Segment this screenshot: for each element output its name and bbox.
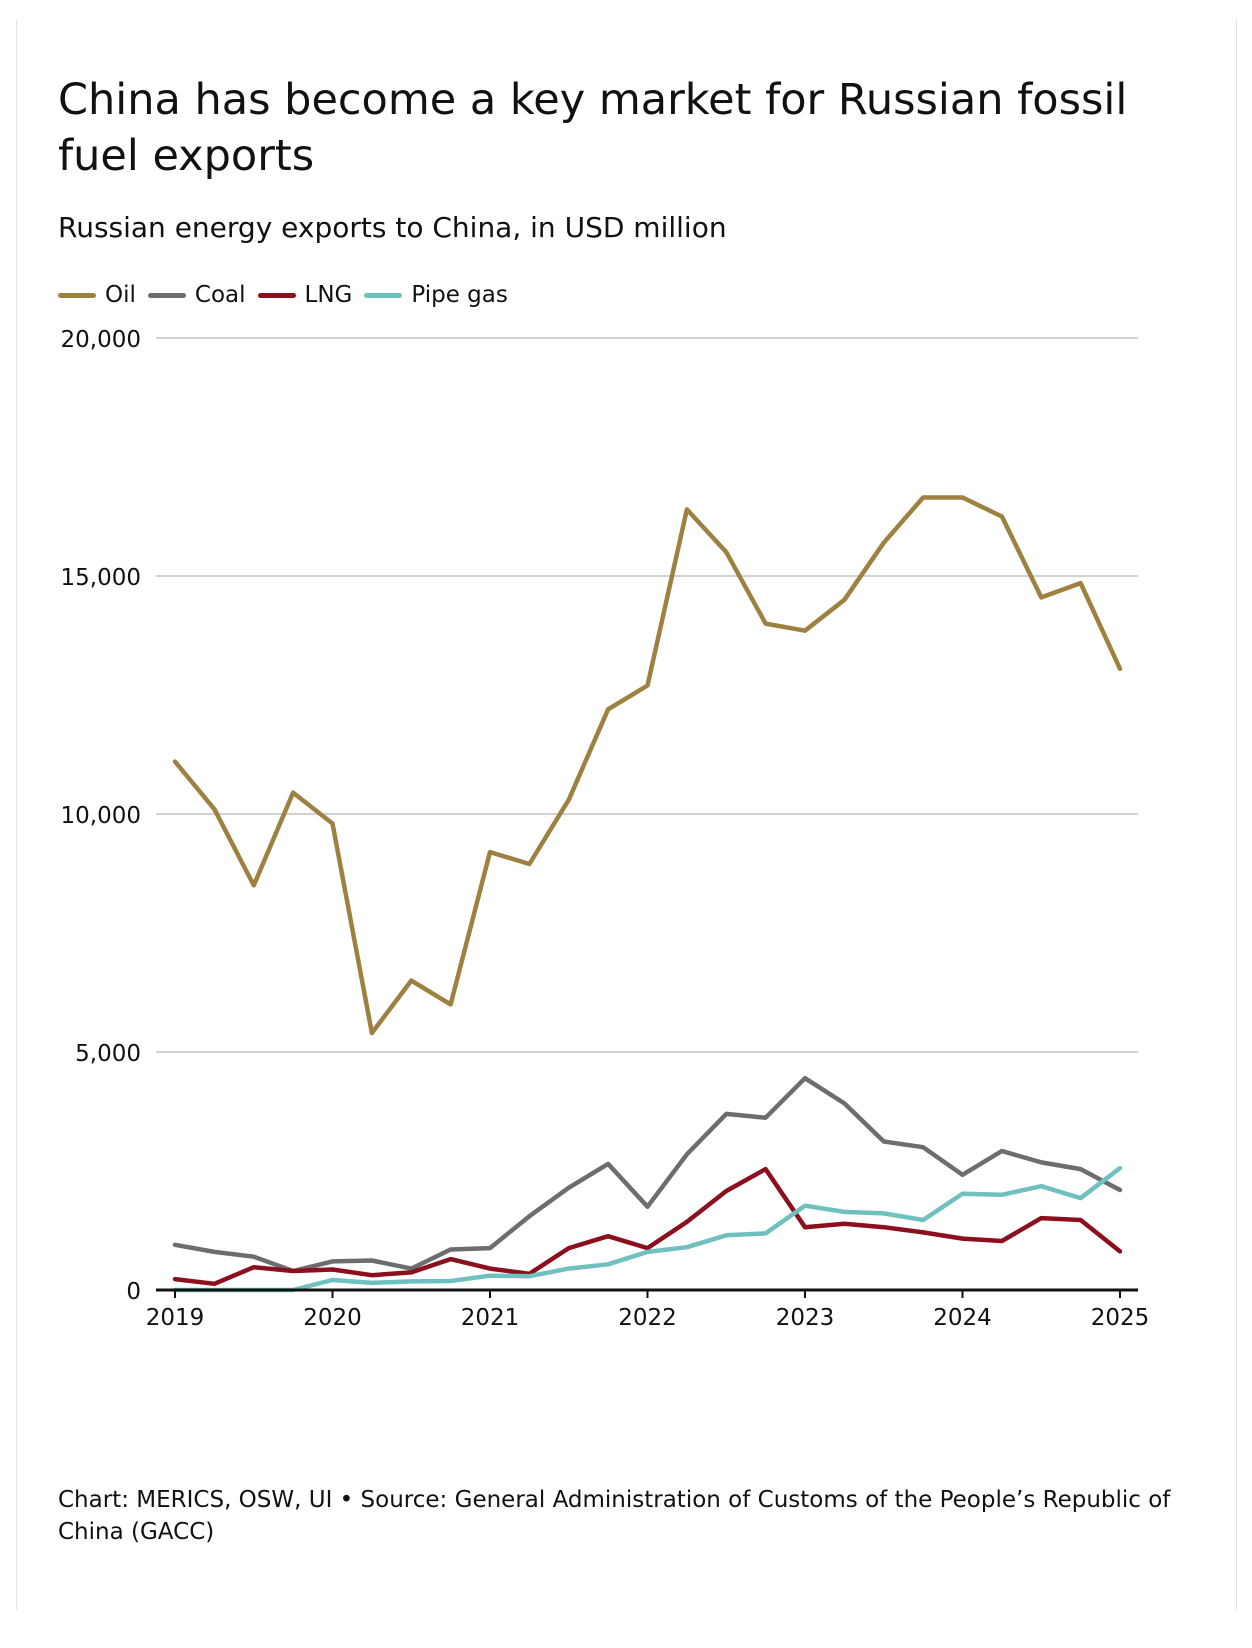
legend-item-lng: LNG bbox=[257, 280, 353, 310]
legend-item-oil: Oil bbox=[58, 280, 136, 310]
y-tick-label: 0 bbox=[126, 1279, 141, 1305]
chart-source-note: Chart: MERICS, OSW, UI • Source: General… bbox=[58, 1487, 1171, 1545]
series-line-pipe-gas bbox=[172, 1165, 1123, 1293]
x-tick-label: 2022 bbox=[618, 1305, 677, 1331]
legend-item-coal: Coal bbox=[147, 280, 246, 310]
legend-label-coal: Coal bbox=[194, 282, 246, 308]
series-line-coal bbox=[172, 1075, 1123, 1274]
legend-swatch-oil bbox=[58, 292, 96, 298]
legend-item-pipe-gas: Pipe gas bbox=[364, 280, 508, 310]
line-chart: 0 5,000 10,000 15,000 20,000 2019 2020 2021 2022… bbox=[61, 327, 1150, 1331]
legend-swatch-lng bbox=[257, 292, 296, 298]
chart-title: China has become a key market for Russia… bbox=[58, 75, 1128, 181]
axes: 0 5,000 10,000 15,000 20,000 2019 2020 2021 2022… bbox=[61, 327, 1150, 1331]
y-tick-label: 20,000 bbox=[61, 327, 141, 353]
frame-left-border bbox=[16, 20, 17, 1610]
series-line-lng bbox=[172, 1166, 1123, 1287]
x-tick-label: 2021 bbox=[461, 1305, 520, 1331]
y-tick-label: 5,000 bbox=[75, 1041, 141, 1067]
chart-subtitle: Russian energy exports to China, in USD … bbox=[58, 211, 727, 244]
legend-swatch-coal bbox=[147, 292, 186, 298]
legend-label-oil: Oil bbox=[105, 282, 136, 308]
y-tick-label: 10,000 bbox=[61, 803, 141, 829]
x-tick-label: 2020 bbox=[303, 1305, 362, 1331]
grid-lines bbox=[156, 337, 1138, 1053]
chart-legend: Oil Coal LNG Pipe gas bbox=[58, 280, 520, 310]
y-tick-label: 15,000 bbox=[61, 565, 141, 591]
x-tick-label: 2024 bbox=[933, 1305, 992, 1331]
frame-right-border bbox=[1236, 20, 1237, 1610]
series-line-oil bbox=[172, 495, 1123, 1036]
legend-label-pipe-gas: Pipe gas bbox=[411, 282, 508, 308]
series-lines bbox=[172, 495, 1123, 1293]
x-tick-label: 2025 bbox=[1091, 1305, 1150, 1331]
legend-label-lng: LNG bbox=[304, 282, 353, 308]
legend-swatch-pipe-gas bbox=[364, 292, 403, 298]
x-tick-label: 2023 bbox=[776, 1305, 835, 1331]
x-tick-label: 2019 bbox=[146, 1305, 205, 1331]
